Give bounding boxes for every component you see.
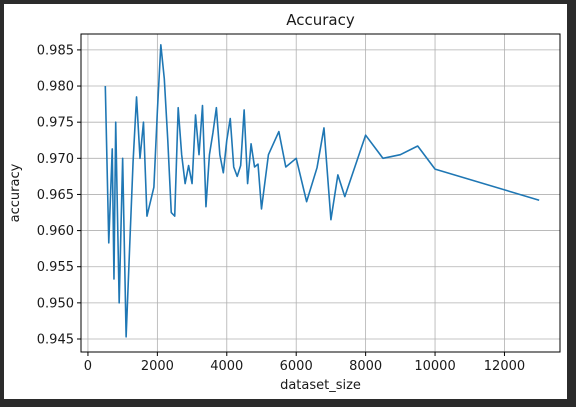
chart-title: Accuracy [286, 11, 355, 29]
y-axis-label: accuracy [8, 163, 23, 222]
line-layer [104, 44, 540, 338]
line-chart: 0 2000 4000 6000 8000 10000 12000 0.945 0.950 0.9… [8, 11, 561, 393]
x-tick-label: 10000 [414, 359, 455, 374]
chart-figure: 0 2000 4000 6000 8000 10000 12000 0.945 0.950 0.9… [4, 4, 567, 399]
axes-layer [80, 33, 561, 353]
y-tick-label: 0.955 [37, 260, 74, 275]
y-tick-label: 0.960 [37, 224, 74, 239]
y-tick-label: 0.965 [37, 188, 74, 203]
tick-layer: 0 2000 4000 6000 8000 10000 12000 0.945 0.950 0.9… [37, 43, 525, 374]
x-tick-label: 2000 [141, 359, 174, 374]
x-tick-label: 4000 [210, 359, 243, 374]
x-tick-label: 0 [84, 359, 92, 374]
x-tick-label: 12000 [484, 359, 525, 374]
y-tick-label: 0.980 [37, 80, 74, 95]
x-tick-label: 6000 [280, 359, 313, 374]
y-tick-label: 0.970 [37, 152, 74, 167]
y-tick-label: 0.950 [37, 296, 74, 311]
plot-frame [80, 33, 561, 353]
grid-layer [81, 34, 560, 352]
y-tick-label: 0.975 [37, 116, 74, 131]
series-line [104, 44, 540, 338]
x-tick-label: 8000 [349, 359, 382, 374]
y-tick-label: 0.985 [37, 43, 74, 58]
y-tick-label: 0.945 [37, 332, 74, 347]
x-axis-label: dataset_size [280, 378, 361, 393]
